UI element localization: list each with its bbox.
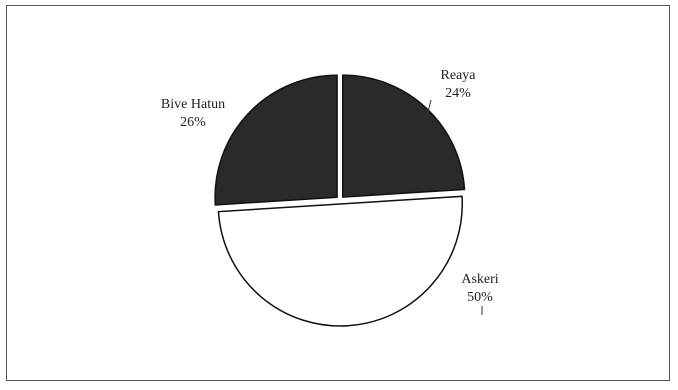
label-bive-hatun-percent: 26% [180,115,206,130]
pie-slices [214,74,466,327]
label-askeri-percent: 50% [467,290,493,305]
label-reaya: Reaya [441,68,477,83]
pie-slice-bive-hatun [214,74,338,206]
pie-slice-reaya [341,74,466,198]
leader-lines [427,99,483,315]
slice-labels: Reaya 24% Askeri 50% Bive Hatun 26% [161,68,499,305]
leader-line-0 [427,99,432,113]
pie-slice-askeri [217,195,463,327]
label-reaya-percent: 24% [445,86,471,101]
label-askeri: Askeri [461,272,498,287]
label-bive-hatun: Bive Hatun [161,97,225,112]
